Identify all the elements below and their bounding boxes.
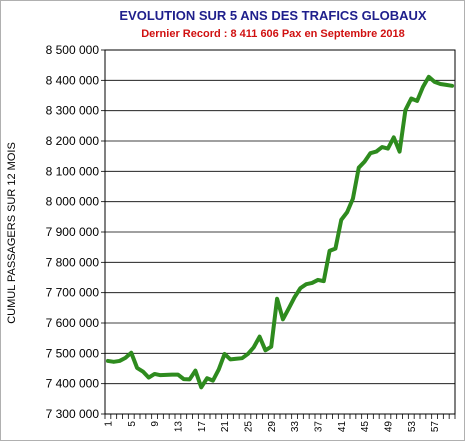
y-tick-label: 7 500 000 xyxy=(46,346,100,360)
x-tick-label: 49 xyxy=(383,421,394,433)
x-tick-label: 33 xyxy=(290,421,301,433)
y-tick-label: 8 000 000 xyxy=(46,195,100,209)
x-tick-labels: 1 5 9 13 17 21 25 29 33 37 41 45 49 53 57 xyxy=(103,414,456,433)
x-tick-label: 45 xyxy=(360,421,371,433)
x-tick-label: 17 xyxy=(197,421,208,433)
x-tick-label: 9 xyxy=(150,421,161,427)
x-tick-label: 41 xyxy=(337,421,348,433)
y-tick-label: 8 200 000 xyxy=(46,134,100,148)
y-tick-label: 7 300 000 xyxy=(46,407,100,421)
y-tick-label: 7 700 000 xyxy=(46,286,100,300)
plot-area xyxy=(104,49,456,415)
y-tick-label: 8 400 000 xyxy=(46,73,100,87)
grid-lines xyxy=(105,49,455,415)
axes xyxy=(104,49,456,415)
x-tick-label: 37 xyxy=(313,421,324,433)
y-tick-label: 8 300 000 xyxy=(46,104,100,118)
x-tick-label: 53 xyxy=(407,421,418,433)
chart-subtitle: Dernier Record : 8 411 606 Pax en Septem… xyxy=(141,28,405,40)
series-group xyxy=(105,74,455,390)
x-tick-label: 25 xyxy=(243,421,254,433)
x-tick-label: 1 xyxy=(103,421,114,427)
x-tick-label: 57 xyxy=(430,421,441,433)
y-tick-labels: 7 300 000 7 400 000 7 500 000 7 600 000 7 70… xyxy=(46,43,105,421)
y-tick-label: 7 600 000 xyxy=(46,316,100,330)
x-tick-label: 13 xyxy=(173,421,184,433)
x-tick-label: 21 xyxy=(220,421,231,433)
y-tick-label: 7 800 000 xyxy=(46,255,100,269)
y-tick-label: 7 900 000 xyxy=(46,225,100,239)
x-tick-label: 29 xyxy=(267,421,278,433)
y-axis-label: CUMUL PASSAGERS SUR 12 MOIS xyxy=(6,142,18,324)
series-line xyxy=(105,74,455,390)
y-tick-label: 8 500 000 xyxy=(46,43,100,57)
chart-title: EVOLUTION SUR 5 ANS DES TRAFICS GLOBAUX xyxy=(119,8,427,23)
y-tick-label: 7 400 000 xyxy=(46,377,100,391)
y-tick-label: 8 100 000 xyxy=(46,164,100,178)
x-tick-label: 5 xyxy=(127,421,138,427)
